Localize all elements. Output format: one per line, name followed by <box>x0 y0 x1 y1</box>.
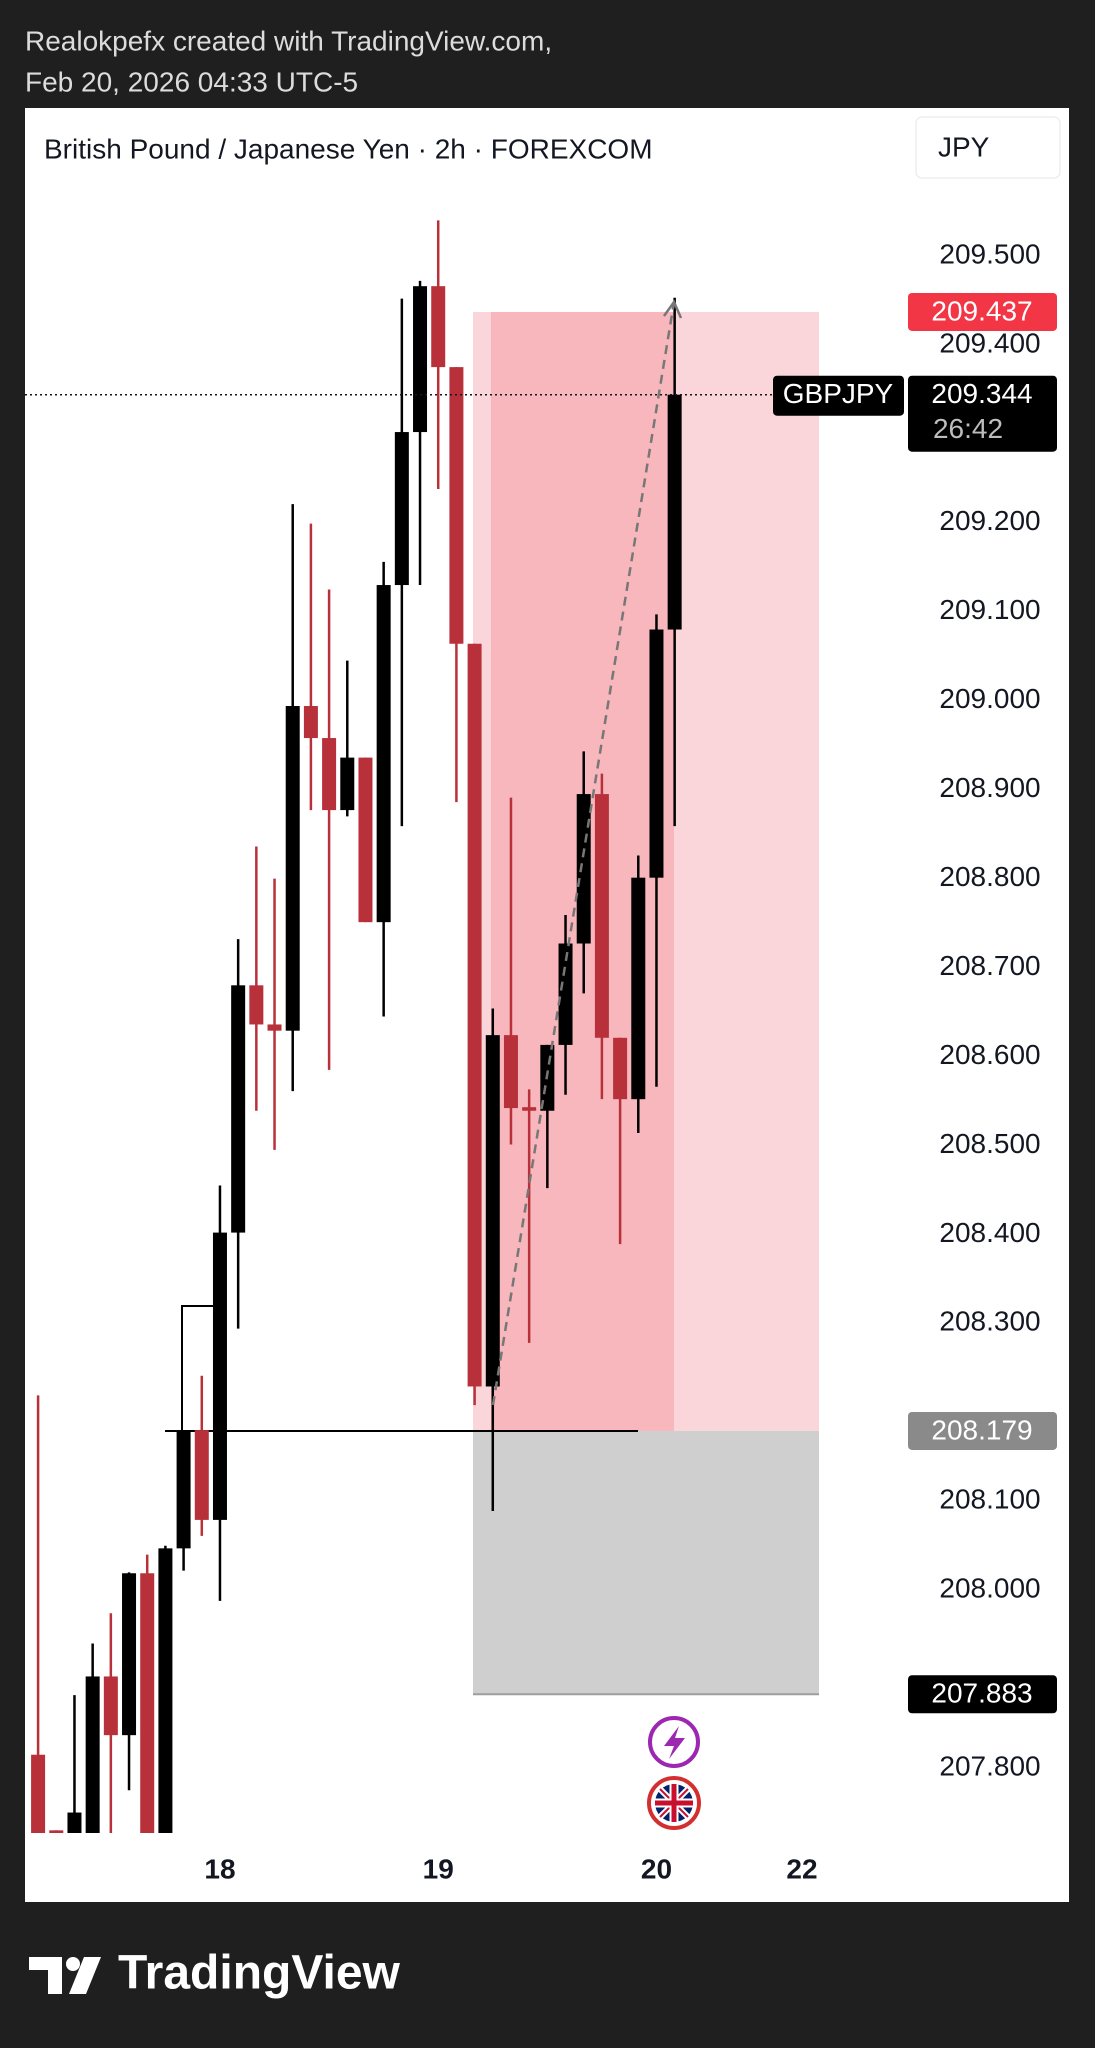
candle-body <box>394 432 409 586</box>
candle-body <box>522 1107 537 1111</box>
x-tick-label: 20 <box>641 1853 672 1884</box>
candle-body <box>649 629 664 878</box>
projection-arrow <box>662 299 683 319</box>
y-tick-label: 209.500 <box>939 238 1040 269</box>
overlay <box>491 299 683 1406</box>
candle-body <box>667 394 682 630</box>
candle-body <box>467 643 482 1387</box>
candle-body <box>576 794 591 944</box>
candle-body <box>194 1430 209 1520</box>
y-tick-label: 209.000 <box>939 683 1040 714</box>
symbol-box <box>773 375 904 416</box>
x-tick-label: 22 <box>786 1853 817 1884</box>
candle-body <box>285 706 300 1031</box>
candle-body <box>212 1232 227 1520</box>
candle-body <box>267 1024 282 1031</box>
x-tick-label: 18 <box>204 1853 235 1884</box>
candle-body <box>503 1035 518 1109</box>
timestamp: Feb 20, 2026 04:33 UTC-5 <box>25 66 358 97</box>
y-tick-label: 208.900 <box>939 772 1040 803</box>
y-tick-label: 209.400 <box>939 327 1040 358</box>
currency-label: JPY <box>938 131 990 162</box>
uk-flag <box>655 1784 693 1822</box>
y-tick-label: 208.800 <box>939 861 1040 892</box>
candle-body <box>376 585 391 923</box>
symbol-label: GBPJPY <box>783 378 894 409</box>
y-tick-label: 207.800 <box>939 1750 1040 1781</box>
target-price-label-box <box>908 1675 1057 1714</box>
candle-body <box>631 877 646 1100</box>
y-tick-label: 208.500 <box>939 1128 1040 1159</box>
candle-body <box>558 943 573 1045</box>
target-zone <box>473 1430 819 1695</box>
bracket <box>181 1305 215 1431</box>
candle-body <box>122 1573 137 1736</box>
candle-body <box>431 286 446 368</box>
y-tick-label: 208.700 <box>939 950 1040 981</box>
countdown: 26:42 <box>933 413 1003 444</box>
brand: TradingView <box>118 1947 401 2000</box>
x-tick-label: 19 <box>423 1853 454 1884</box>
candle-body <box>49 1830 64 1833</box>
currency-button[interactable] <box>915 116 1061 179</box>
candle-body <box>358 757 373 923</box>
y-tick-label: 208.600 <box>939 1039 1040 1070</box>
candle-body <box>594 794 609 1038</box>
candle-body <box>231 985 246 1233</box>
candle-body <box>67 1812 82 1833</box>
y-tick-label: 208.000 <box>939 1573 1040 1604</box>
candle-body <box>322 738 337 811</box>
candle-body <box>158 1548 173 1833</box>
entry-price-label: 208.179 <box>931 1414 1032 1445</box>
y-tick-label: 209.100 <box>939 594 1040 625</box>
chart-title: British Pound / Japanese Yen · 2h · FORE… <box>44 133 653 164</box>
projection-line <box>491 301 676 1406</box>
target-price-label: 207.883 <box>931 1678 1032 1709</box>
y-tick-label: 208.100 <box>939 1484 1040 1515</box>
last-price-box <box>908 375 1057 452</box>
candle-body <box>485 1035 500 1387</box>
candle-body <box>303 706 318 739</box>
candle-body <box>249 985 264 1025</box>
attribution: Realokpefx created with TradingView.com, <box>25 25 552 56</box>
y-tick-label: 209.200 <box>939 505 1040 536</box>
entry-price-label-box <box>908 1411 1057 1450</box>
candle-body <box>31 1754 46 1833</box>
last-price-label: 209.344 <box>931 378 1032 409</box>
candle-body <box>176 1430 191 1549</box>
candle-body <box>449 367 464 644</box>
candle-body <box>340 757 355 811</box>
candle-body <box>613 1037 628 1100</box>
y-tick-label: 208.300 <box>939 1306 1040 1337</box>
stop-price-label-box <box>908 292 1057 331</box>
candle-body <box>413 286 428 433</box>
candle-body <box>140 1573 155 1833</box>
plot-area <box>31 220 819 1833</box>
candle-body <box>103 1676 118 1736</box>
lightning <box>664 1726 685 1759</box>
stop-price-label: 209.437 <box>931 295 1032 326</box>
y-tick-label: 208.400 <box>939 1217 1040 1248</box>
logo <box>29 1957 101 1994</box>
candle-body <box>85 1676 100 1833</box>
